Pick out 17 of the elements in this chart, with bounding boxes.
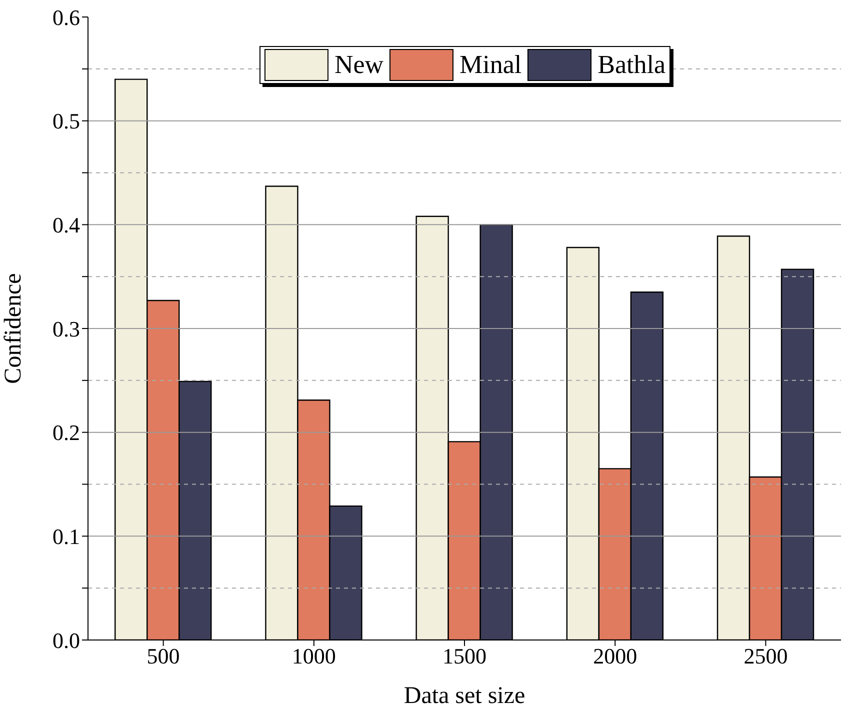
x-axis-title: Data set size [404,683,526,707]
y-tick-label: 0.6 [52,4,80,30]
y-tick-label: 0.1 [52,524,80,549]
y-tick-label: 0.2 [52,420,80,446]
x-tick-label: 2500 [744,644,788,669]
x-tick-label: 1500 [442,644,486,669]
x-tick-label: 500 [146,644,180,669]
x-tick-label: 1000 [292,644,336,669]
legend-label: Bathla [598,50,666,80]
y-tick-label: 0.0 [52,628,80,653]
y-axis-title: Confidence [0,273,27,384]
y-tick-label: 0.4 [52,212,80,238]
y-tick-label: 0.3 [52,316,80,342]
legend-label: New [334,50,384,80]
legend-label: Minal [460,50,522,80]
x-tick-label: 2000 [593,644,638,669]
y-tick-label: 0.5 [52,108,80,134]
